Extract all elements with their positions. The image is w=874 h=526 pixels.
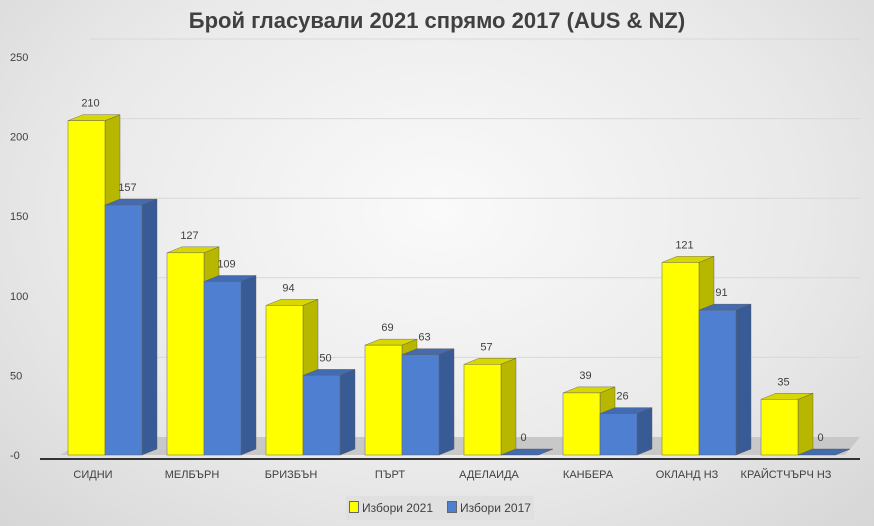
bar-2021 [463, 357, 517, 456]
legend-swatch-2021 [349, 501, 360, 513]
bar-front [661, 262, 700, 456]
data-label: 39 [579, 370, 591, 382]
bar-side [500, 357, 517, 456]
bar-2017 [500, 448, 554, 456]
floor [60, 437, 860, 455]
legend: Избори 2021 Избори 2017 [346, 496, 534, 520]
legend-swatch-2017 [447, 501, 457, 513]
y-tick-label: 50 [10, 370, 22, 382]
bar-front [67, 120, 106, 456]
bar-front [203, 281, 242, 456]
bar-front [265, 305, 304, 456]
x-tick-label: МЕЛБЪРН [165, 469, 220, 481]
data-label: 157 [118, 182, 136, 194]
data-label: 35 [777, 376, 789, 388]
y-tick-label: 250 [10, 52, 28, 64]
bar-front [364, 344, 403, 456]
data-label: 57 [480, 341, 492, 353]
bar-2017 [302, 369, 356, 456]
data-label: 127 [180, 230, 198, 242]
bar-side [438, 348, 455, 456]
x-tick-label: ОКЛАНД НЗ [656, 469, 719, 481]
data-label: 0 [817, 432, 823, 444]
bar-2017 [401, 348, 455, 456]
bar-2017 [599, 407, 653, 456]
legend-item-2017: Избори 2017 [447, 501, 531, 515]
data-label: 50 [319, 352, 331, 364]
bar-front [463, 364, 502, 456]
bar-2017 [104, 198, 158, 456]
x-tick-label: БРИЗБЪН [265, 469, 318, 481]
data-label: 121 [675, 239, 693, 251]
y-tick-label: -0 [10, 450, 20, 462]
legend-label-2017: Избори 2017 [460, 501, 531, 515]
bar-front [599, 413, 638, 456]
data-label: 69 [381, 322, 393, 334]
y-tick-label: 100 [10, 291, 28, 303]
bar-top [500, 448, 554, 456]
bar-top [797, 448, 851, 456]
bar-side [735, 303, 752, 456]
x-tick-label: АДЕЛАИДА [459, 469, 519, 481]
data-label: 63 [418, 332, 430, 344]
bar-front [698, 309, 737, 456]
bar-2017 [797, 448, 851, 456]
data-label: 210 [81, 98, 99, 110]
bar-side [339, 369, 356, 456]
bar-side [141, 198, 158, 456]
data-label: 91 [715, 287, 727, 299]
chart-title: Брой гласували 2021 спрямо 2017 (AUS & N… [188, 8, 686, 33]
bar-front [104, 204, 143, 456]
x-tick-label: ПЪРТ [375, 469, 405, 481]
bar-2021 [760, 392, 814, 456]
bar-side [797, 392, 814, 456]
legend-label-2021: Избори 2021 [362, 501, 433, 515]
bar-side [636, 407, 653, 456]
data-label: 109 [217, 258, 235, 270]
bar-2017 [203, 275, 257, 456]
y-tick-label: 150 [10, 211, 28, 223]
bar-2021 [562, 386, 616, 456]
x-tick-label: КРАЙСТЧЪРЧ НЗ [741, 468, 832, 481]
bar-front [302, 375, 341, 456]
bar-front [401, 354, 440, 456]
bar-side [240, 275, 257, 456]
bar-front [166, 252, 205, 456]
data-label: 26 [616, 391, 628, 403]
legend-item-2021: Избори 2021 [349, 501, 433, 515]
data-label: 0 [520, 432, 526, 444]
bar-2017 [698, 303, 752, 456]
y-tick-label: 200 [10, 132, 28, 144]
x-tick-label: СИДНИ [73, 469, 112, 481]
bar-front [760, 399, 799, 456]
x-tick-label: КАНБЕРА [563, 469, 614, 481]
data-label: 94 [282, 282, 294, 294]
bar-front [562, 392, 601, 456]
